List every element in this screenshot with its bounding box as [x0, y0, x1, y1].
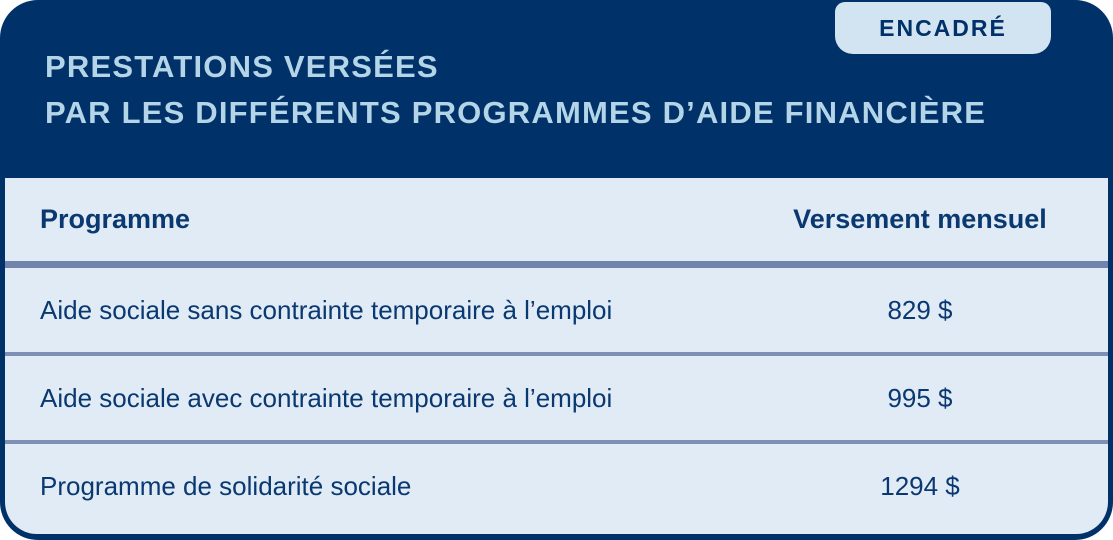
column-header-programme: Programme [40, 204, 191, 234]
program-name: Programme de solidarité sociale [40, 470, 412, 501]
table-row: Aide sociale sans contrainte temporaire … [5, 268, 1108, 352]
monthly-amount: 1294 $ [880, 470, 960, 501]
row-divider [5, 440, 1108, 444]
figure-title-line2: PAR LES DIFFÉRENTS PROGRAMMES D’AIDE FIN… [45, 95, 987, 130]
figure-title-line1: PRESTATIONS VERSÉES [45, 49, 439, 84]
figure-title: PRESTATIONS VERSÉES PAR LES DIFFÉRENTS P… [45, 44, 1043, 136]
column-header-versement-mensuel: Versement mensuel [793, 204, 1047, 234]
header-divider [5, 261, 1108, 268]
table-row: Aide sociale avec contrainte temporaire … [5, 356, 1108, 440]
table-header-row: Programme Versement mensuel [5, 178, 1108, 261]
table-row: Programme de solidarité sociale 1294 $ [5, 444, 1108, 528]
encadre-badge-label: ENCADRÉ [879, 14, 1007, 41]
encadre-badge: ENCADRÉ [835, 2, 1051, 54]
monthly-amount: 829 $ [887, 294, 953, 325]
program-name: Aide sociale avec contrainte temporaire … [40, 382, 613, 413]
monthly-amount: 995 $ [887, 382, 953, 413]
row-divider [5, 352, 1108, 356]
benefits-table: Programme Versement mensuel Aide sociale… [5, 178, 1108, 534]
program-name: Aide sociale sans contrainte temporaire … [40, 294, 613, 325]
